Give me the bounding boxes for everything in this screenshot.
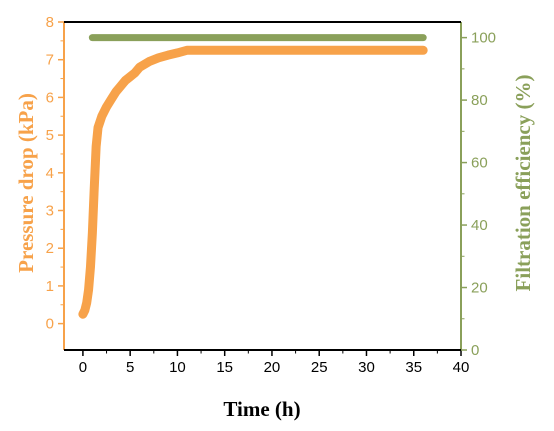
- pressure-drop-line: [78, 45, 428, 319]
- left-y-axis-title: Pressure drop (kPa): [14, 93, 38, 273]
- x-tick-label: 35: [405, 359, 422, 376]
- x-tick-label: 30: [358, 359, 375, 376]
- left-y-tick-label: 7: [46, 52, 54, 69]
- left-y-tick-label: 6: [46, 89, 54, 106]
- left-y-tick-label: 4: [46, 165, 54, 182]
- left-y-tick-label: 8: [46, 14, 54, 31]
- right-y-tick-label: 80: [471, 92, 488, 109]
- right-y-tick-label: 60: [471, 155, 488, 172]
- left-y-tick-label: 1: [46, 278, 54, 295]
- right-y-tick-label: 100: [471, 30, 496, 47]
- left-y-tick-label: 5: [46, 127, 54, 144]
- right-y-tick-label: 0: [471, 342, 479, 359]
- x-tick-label: 25: [311, 359, 328, 376]
- x-axis-title: Time (h): [223, 397, 300, 421]
- right-y-axis-title: Filtration efficiency (%): [511, 75, 535, 292]
- x-tick-label: 0: [79, 359, 87, 376]
- x-tick-label: 40: [453, 359, 470, 376]
- x-tick-label: 5: [126, 359, 134, 376]
- left-y-tick-label: 0: [46, 316, 54, 333]
- left-y-tick-label: 3: [46, 203, 54, 220]
- x-tick-label: 10: [169, 359, 186, 376]
- right-y-tick-label: 40: [471, 217, 488, 234]
- plot-area: [78, 34, 428, 319]
- x-tick-label: 15: [216, 359, 233, 376]
- right-y-tick-label: 20: [471, 280, 488, 297]
- x-tick-label: 20: [264, 359, 281, 376]
- left-y-tick-label: 2: [46, 240, 54, 257]
